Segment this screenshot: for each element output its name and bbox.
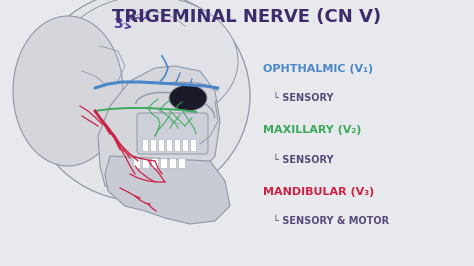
- Bar: [151, 158, 158, 168]
- Text: TRIGEMINAL NERVE (CN V): TRIGEMINAL NERVE (CN V): [112, 8, 381, 26]
- Bar: [178, 158, 185, 168]
- Text: MANDIBULAR (V₃): MANDIBULAR (V₃): [263, 186, 374, 197]
- Text: └ SENSORY: └ SENSORY: [273, 93, 333, 103]
- Text: └ SENSORY & MOTOR: └ SENSORY & MOTOR: [273, 216, 389, 226]
- Bar: [142, 139, 148, 151]
- Text: 3: 3: [113, 17, 123, 31]
- Bar: [190, 139, 196, 151]
- Bar: [182, 139, 188, 151]
- Bar: [150, 139, 156, 151]
- Ellipse shape: [13, 16, 123, 166]
- Ellipse shape: [58, 0, 238, 126]
- Ellipse shape: [169, 85, 207, 111]
- Bar: [169, 158, 176, 168]
- Bar: [166, 139, 172, 151]
- Text: MAXILLARY (V₂): MAXILLARY (V₂): [263, 125, 362, 135]
- Bar: [133, 158, 140, 168]
- Bar: [174, 139, 180, 151]
- Text: OPHTHALMIC (V₁): OPHTHALMIC (V₁): [263, 64, 373, 74]
- Bar: [142, 158, 149, 168]
- Polygon shape: [98, 66, 220, 191]
- Bar: [158, 139, 164, 151]
- FancyBboxPatch shape: [137, 113, 208, 154]
- Polygon shape: [105, 156, 230, 224]
- Ellipse shape: [30, 0, 250, 201]
- Text: └ SENSORY: └ SENSORY: [273, 155, 333, 165]
- Bar: [160, 158, 167, 168]
